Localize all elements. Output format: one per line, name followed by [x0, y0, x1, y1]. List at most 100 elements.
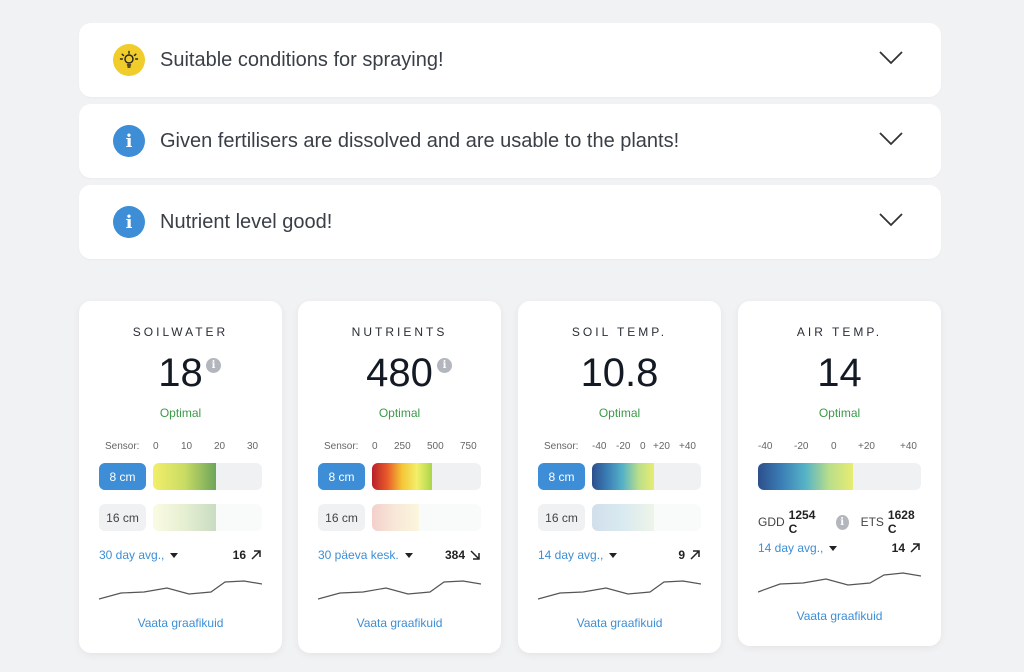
- caret-down-icon: [829, 545, 838, 551]
- avg-label: 30 day avg.,: [99, 548, 165, 562]
- tick-label: -20: [616, 441, 631, 452]
- status-label: Optimal: [818, 406, 861, 420]
- soil-temp-value: 10.8: [580, 351, 659, 395]
- tick-label: 0: [153, 441, 159, 452]
- status-label: Optimal: [378, 406, 421, 420]
- bar-fill: [592, 463, 655, 490]
- avg-value: 9: [678, 548, 701, 562]
- avg-value: 384: [445, 548, 481, 562]
- tick-label: +40: [679, 441, 696, 452]
- air-temp-scale: -40 -20 0 +20 +40: [738, 441, 941, 455]
- tick-label: -40: [758, 441, 773, 452]
- sensor-scale: Sensor: 0 250 500 750: [298, 441, 501, 455]
- bar-fill: [153, 463, 217, 490]
- card-value: 18 i: [79, 351, 282, 396]
- bar-fill: [372, 463, 432, 490]
- avg-number: 9: [678, 548, 685, 562]
- depth-8cm-button[interactable]: 8 cm: [538, 463, 585, 490]
- sensor-scale: Sensor: 0 10 20 30: [79, 441, 282, 455]
- caret-down-icon: [404, 552, 413, 558]
- sensor-label: Sensor:: [105, 441, 140, 452]
- sensor-scale: Sensor: -40 -20 0 +20 +40: [518, 441, 721, 455]
- tick-label: +20: [653, 441, 670, 452]
- view-charts-link[interactable]: Vaata graafikuid: [796, 609, 883, 623]
- tick-label: +40: [900, 441, 917, 452]
- card-title: SOIL TEMP.: [571, 325, 668, 339]
- tick-label: 20: [214, 441, 226, 452]
- depth-16cm-button[interactable]: 16 cm: [99, 504, 146, 531]
- bar-fill: [153, 504, 217, 531]
- sparkline: [318, 580, 481, 600]
- trend-down-icon: [470, 550, 480, 560]
- sensor-label: Sensor:: [324, 441, 359, 452]
- tick-label: -40: [592, 441, 607, 452]
- tick-label: 0: [831, 441, 837, 452]
- tick-label: 500: [427, 441, 444, 452]
- bar-fill: [592, 504, 655, 531]
- soil-temp-card: SOIL TEMP. 10.8 Optimal Sensor: -40 -20 …: [518, 301, 721, 653]
- soil-temp-16cm-bar: [592, 504, 701, 531]
- nutrients-8cm-bar: [372, 463, 481, 490]
- ets-label: ETS: [860, 515, 884, 529]
- alert-fertilisers[interactable]: i Given fertilisers are dissolved and ar…: [79, 104, 941, 178]
- alert-nutrients[interactable]: i Nutrient level good!: [79, 185, 941, 259]
- alert-spraying[interactable]: Suitable conditions for spraying!: [79, 23, 941, 97]
- soilwater-card: SOILWATER 18 i Optimal Sensor: 0 10 20 3…: [79, 301, 282, 653]
- depth-8cm-button[interactable]: 8 cm: [99, 463, 146, 490]
- caret-down-icon: [609, 552, 618, 558]
- view-charts-link[interactable]: Vaata graafikuid: [137, 616, 224, 630]
- card-value: 14: [738, 351, 941, 396]
- tick-label: +20: [858, 441, 875, 452]
- view-charts-link[interactable]: Vaata graafikuid: [576, 616, 663, 630]
- trend-up-icon: [910, 543, 920, 553]
- sparkline: [538, 580, 701, 600]
- soilwater-value: 18: [158, 351, 203, 395]
- avg-period-dropdown[interactable]: 14 day avg.,: [538, 548, 618, 562]
- info-icon[interactable]: i: [437, 358, 452, 373]
- avg-period-dropdown[interactable]: 14 day avg.,: [758, 541, 838, 555]
- status-label: Optimal: [598, 406, 641, 420]
- ets-value: 1628 C: [887, 508, 915, 536]
- card-value: 480 i: [298, 351, 501, 396]
- air-temp-value: 14: [817, 351, 862, 395]
- avg-label: 14 day avg.,: [538, 548, 604, 562]
- avg-value: 14: [892, 541, 921, 555]
- avg-value: 16: [233, 548, 262, 562]
- tick-label: 750: [460, 441, 477, 452]
- air-temp-bar: [758, 463, 921, 490]
- gdd-ets-row: GDD 1254 C i ETS 1628 C: [758, 508, 921, 536]
- alert-text: Suitable conditions for spraying!: [160, 48, 444, 71]
- lightbulb-icon: [113, 44, 145, 76]
- info-icon[interactable]: i: [835, 514, 849, 530]
- trend-up-icon: [251, 550, 261, 560]
- depth-8cm-button[interactable]: 8 cm: [318, 463, 365, 490]
- avg-label: 30 päeva kesk.: [318, 548, 399, 562]
- bar-fill: [758, 463, 853, 490]
- nutrients-card: NUTRIENTS 480 i Optimal Sensor: 0 250 50…: [298, 301, 501, 653]
- alert-text: Nutrient level good!: [160, 210, 333, 233]
- tick-label: 0: [640, 441, 646, 452]
- chevron-down-icon[interactable]: [879, 50, 903, 66]
- avg-number: 14: [891, 541, 905, 555]
- info-icon: i: [113, 206, 145, 238]
- avg-period-dropdown[interactable]: 30 päeva kesk.: [318, 548, 413, 562]
- chevron-down-icon[interactable]: [879, 131, 903, 147]
- sensor-label: Sensor:: [544, 441, 579, 452]
- card-title: SOILWATER: [132, 325, 229, 339]
- chevron-down-icon[interactable]: [879, 212, 903, 228]
- card-title: AIR TEMP.: [796, 325, 883, 339]
- tick-label: 250: [394, 441, 411, 452]
- view-charts-link[interactable]: Vaata graafikuid: [356, 616, 443, 630]
- tick-label: 10: [181, 441, 193, 452]
- info-icon[interactable]: i: [206, 358, 221, 373]
- bar-fill: [372, 504, 419, 531]
- depth-16cm-button[interactable]: 16 cm: [538, 504, 585, 531]
- gdd-label: GDD: [758, 515, 785, 529]
- alert-text: Given fertilisers are dissolved and are …: [160, 129, 680, 152]
- depth-16cm-button[interactable]: 16 cm: [318, 504, 365, 531]
- avg-number: 16: [232, 548, 246, 562]
- soil-temp-8cm-bar: [592, 463, 701, 490]
- nutrients-16cm-bar: [372, 504, 481, 531]
- avg-period-dropdown[interactable]: 30 day avg.,: [99, 548, 179, 562]
- sparkline: [99, 580, 262, 600]
